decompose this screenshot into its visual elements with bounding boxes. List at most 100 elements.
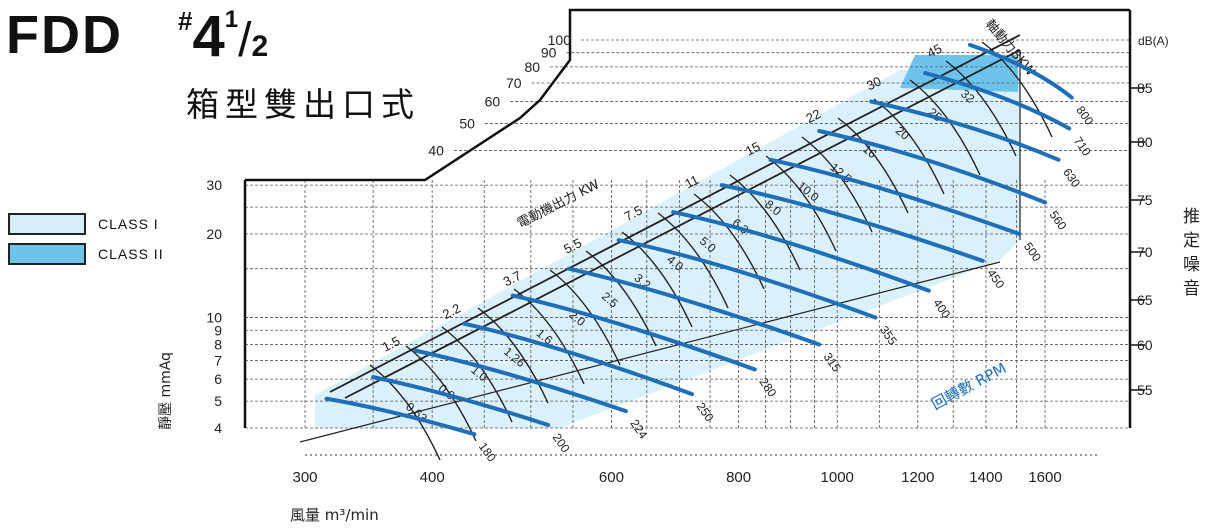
noise-axis-label-char: 音: [1183, 279, 1200, 299]
y-tick-label: 10: [206, 310, 222, 326]
legend-label-class-2: CLASS II: [98, 246, 164, 262]
size-denominator: 2: [251, 30, 269, 63]
legend-item-class-2: CLASS II: [8, 242, 164, 266]
motor-power-tick: 1.5: [380, 333, 403, 355]
rpm-tick: 800: [1073, 103, 1096, 128]
x-tick-label: 1600: [1028, 469, 1061, 486]
size-numerator: 1: [224, 6, 239, 33]
lower-boundary: [299, 261, 1001, 443]
x-tick-label: 1000: [821, 469, 854, 486]
y-tick-label: 60: [485, 94, 501, 110]
y-tick-label: 70: [506, 75, 522, 91]
y-tick-label: 5: [214, 393, 222, 409]
y-axis-label: 靜壓 mmAq: [158, 352, 174, 430]
y-tick-label: 6: [214, 371, 222, 387]
power-curve: [549, 269, 621, 366]
rpm-curve-710: [923, 71, 1072, 131]
rpm-tick: 630: [1060, 166, 1083, 191]
rpm-curve-280: [510, 293, 757, 372]
y-tick-label: 8: [214, 336, 222, 352]
noise-tick-label: 70: [1137, 244, 1153, 260]
rpm-curve-250: [462, 321, 695, 397]
rpm-curve-630: [869, 99, 1061, 162]
size-slash: /: [238, 14, 252, 67]
rpm-tick: 315: [821, 350, 844, 375]
y-tick-label: 40: [428, 142, 444, 158]
noise-tick-label: 80: [1137, 134, 1153, 150]
rpm-curve-224: [413, 348, 628, 414]
motor-power-label: 電動機出力 KW: [515, 177, 602, 231]
power-curve: [729, 174, 801, 271]
power-curve: [405, 345, 477, 442]
rpm-curve-400: [671, 210, 931, 293]
rpm-tick: 400: [930, 296, 953, 321]
rpm-tick: 250: [694, 400, 717, 425]
motor-power-tick: 3.7: [501, 268, 524, 290]
rpm-tick: 500: [1021, 240, 1044, 265]
rpm-curve-500: [768, 157, 1022, 236]
power-curve: [621, 231, 693, 328]
legend-swatch-class-1: [8, 213, 86, 235]
motor-power-tick: 5.5: [561, 235, 584, 257]
noise-axis-label-char: 推: [1183, 207, 1200, 227]
noise-axis-label-char: 噪: [1183, 255, 1200, 275]
y-tick-label: 7: [214, 353, 222, 369]
motor-power-tick: 15: [743, 139, 763, 159]
y-tick-label: 100: [548, 32, 572, 48]
y-tick-label: 9: [214, 322, 222, 338]
model-size: #41/2: [178, 8, 268, 66]
power-curve: [765, 155, 837, 252]
noise-tick-label: 55: [1137, 382, 1153, 398]
x-tick-label: 1200: [901, 469, 934, 486]
size-hash: #: [178, 6, 193, 36]
power-curve: [981, 41, 1053, 138]
y-tick-label: 50: [459, 116, 475, 132]
rpm-curve-315: [566, 266, 822, 347]
motor-power-tick: 2.2: [440, 300, 463, 322]
motor-power-tick: 22: [803, 106, 823, 126]
power-curve: [477, 307, 549, 404]
y-tick-label: 30: [206, 177, 222, 193]
rpm-curve-800: [967, 42, 1074, 100]
rpm-tick: 710: [1071, 134, 1094, 159]
rpm-curve-180: [324, 396, 477, 437]
rpm-curve-560: [817, 129, 1047, 205]
rpm-tick: 560: [1047, 208, 1070, 233]
chart-frame-top: [245, 8, 1130, 182]
legend-item-class-1: CLASS I: [8, 212, 164, 236]
noise-tick-label: 60: [1137, 337, 1153, 353]
rpm-tick: 180: [476, 440, 499, 465]
rpm-tick: 450: [984, 267, 1007, 292]
legend: CLASS I CLASS II: [8, 212, 164, 272]
power-curve: [657, 212, 729, 309]
rpm-curve-450: [719, 183, 985, 263]
rpm-curve-355: [616, 238, 878, 320]
y-tick-label: 80: [524, 59, 540, 75]
x-tick-label: 600: [599, 469, 624, 486]
rpm-tick: 200: [550, 431, 573, 456]
legend-swatch-class-2: [8, 243, 86, 265]
x-tick-label: 400: [420, 469, 445, 486]
legend-label-class-1: CLASS I: [98, 216, 159, 232]
motor-power-tick: 45: [925, 41, 945, 61]
noise-axis-label-char: 定: [1183, 231, 1200, 251]
motor-power-tick: 11: [682, 172, 701, 191]
rpm-curve-200: [371, 375, 551, 428]
y-tick-label: 4: [214, 420, 222, 436]
motor-power-tick: 30: [864, 73, 884, 93]
noise-tick-label: 85: [1137, 80, 1153, 96]
class-1-region: [315, 70, 1020, 428]
fan-type-subtitle: 箱型雙出口式: [186, 85, 420, 124]
power-curve: [369, 364, 441, 461]
noise-tick-label: 75: [1137, 192, 1153, 208]
x-axis-label: 風量 m³/min: [290, 506, 379, 524]
y-tick-label: 20: [206, 226, 222, 242]
x-tick-label: 1400: [969, 469, 1002, 486]
noise-unit-label: dB(A): [1138, 34, 1169, 48]
x-tick-label: 300: [292, 469, 317, 486]
y-tick-label: 90: [541, 45, 557, 61]
rpm-label: 回轉數 RPM: [928, 359, 1009, 413]
size-whole: 4: [192, 4, 225, 69]
noise-tick-label: 65: [1137, 292, 1153, 308]
